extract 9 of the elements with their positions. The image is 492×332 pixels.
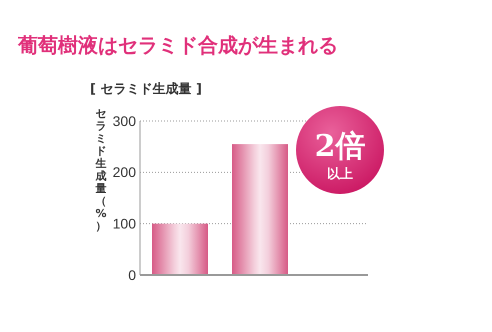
chart-title: 葡萄樹液はセラミド合成が生まれる — [17, 33, 338, 57]
y-tick-label: 300 — [112, 112, 136, 129]
text: セラミド生成量（%） — [95, 107, 107, 232]
y-tick-label: 200 — [112, 164, 136, 180]
y-tick-label: 0 — [128, 266, 136, 283]
annotation: 以上 — [327, 167, 353, 182]
chart-subtitle: [ セラミド生成量 ] — [90, 82, 202, 97]
y-tick-label: 100 — [112, 216, 136, 232]
annotation: 2倍 — [314, 129, 366, 164]
